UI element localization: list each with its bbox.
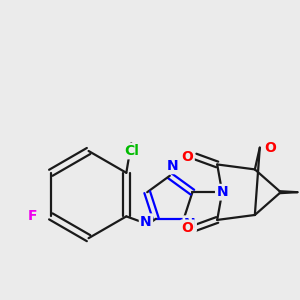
Text: O: O (264, 141, 276, 154)
Text: N: N (167, 159, 178, 173)
Text: N: N (140, 215, 152, 229)
Text: N: N (184, 217, 196, 231)
Text: N: N (216, 185, 228, 199)
Text: O: O (182, 149, 194, 164)
Text: F: F (28, 209, 38, 224)
Text: O: O (182, 221, 194, 235)
Text: Cl: Cl (124, 144, 139, 158)
